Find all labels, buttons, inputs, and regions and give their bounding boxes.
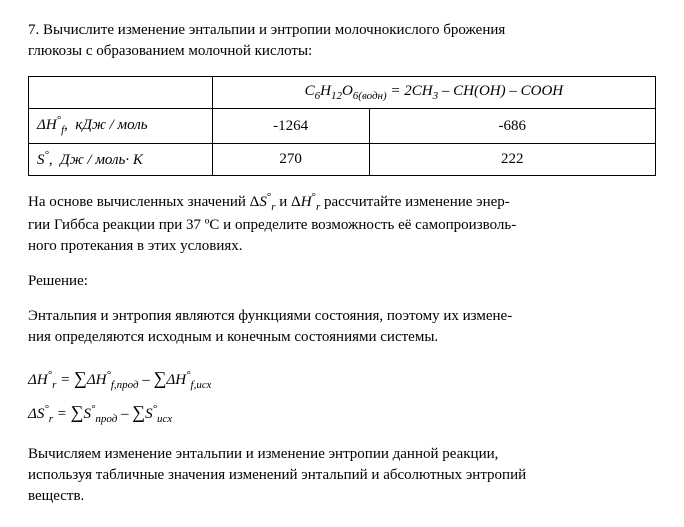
solution-label: Решение: bbox=[28, 271, 656, 292]
enthalpy-row: ΔH°f, кДж / моль -1264 -686 bbox=[29, 109, 656, 143]
problem-number: 7. bbox=[28, 22, 39, 38]
problem-text-2: глюкозы с образованием молочной кислоты: bbox=[28, 43, 312, 59]
enthalpy-val1: -1264 bbox=[212, 109, 369, 143]
delta-s-r: ΔS°r bbox=[250, 194, 276, 210]
at-line2: гии Гиббса реакции при 37 ºС и определит… bbox=[28, 217, 516, 233]
thermo-table: C6H12O6(водн) = 2CH3 – CH(OH) – COOH ΔH°… bbox=[28, 76, 656, 176]
entropy-label: S°, Дж / моль· К bbox=[29, 143, 213, 175]
at-line1-post: рассчитайте изменение энер- bbox=[320, 194, 510, 210]
formula-2: ΔS°r = ∑S°прод – ∑S°исх bbox=[28, 396, 656, 430]
delta-h-r: ΔH°r bbox=[291, 194, 320, 210]
final-line1: Вычисляем изменение энтальпии и изменени… bbox=[28, 446, 498, 462]
entropy-val1: 270 bbox=[212, 143, 369, 175]
exp-line1: Энтальпия и энтропия являются функциями … bbox=[28, 308, 512, 324]
equation-left: C6H12O6(водн) bbox=[305, 83, 387, 99]
formula-block: ΔH°r = ∑ΔH°f,прод – ∑ΔH°f,исх ΔS°r = ∑S°… bbox=[28, 362, 656, 430]
problem-text-1: Вычислите изменение энтальпии и энтропии… bbox=[43, 22, 505, 38]
final-paragraph: Вычисляем изменение энтальпии и изменени… bbox=[28, 444, 656, 507]
entropy-val2: 222 bbox=[369, 143, 655, 175]
formula-1: ΔH°r = ∑ΔH°f,прод – ∑ΔH°f,исх bbox=[28, 362, 656, 396]
exp-line2: ния определяются исходным и конечным сос… bbox=[28, 329, 438, 345]
enthalpy-val2: -686 bbox=[369, 109, 655, 143]
final-line3: веществ. bbox=[28, 488, 84, 504]
entropy-row: S°, Дж / моль· К 270 222 bbox=[29, 143, 656, 175]
explanation-paragraph: Энтальпия и энтропия являются функциями … bbox=[28, 306, 656, 348]
equation-row: C6H12O6(водн) = 2CH3 – CH(OH) – COOH bbox=[29, 77, 656, 109]
after-table-paragraph: На основе вычисленных значений ΔS°r и ΔH… bbox=[28, 190, 656, 257]
problem-statement: 7. Вычислите изменение энтальпии и энтро… bbox=[28, 20, 656, 62]
equation-blank-cell bbox=[29, 77, 213, 109]
reaction-equation-cell: C6H12O6(водн) = 2CH3 – CH(OH) – COOH bbox=[212, 77, 655, 109]
final-line2: используя табличные значения изменений э… bbox=[28, 467, 526, 483]
equation-eq: = bbox=[390, 83, 404, 99]
at-line3: ного протекания в этих условиях. bbox=[28, 238, 243, 254]
equation-right: 2CH3 – CH(OH) – COOH bbox=[404, 83, 563, 99]
at-line1-pre: На основе вычисленных значений bbox=[28, 194, 250, 210]
enthalpy-label: ΔH°f, кДж / моль bbox=[29, 109, 213, 143]
at-line1-mid: и bbox=[276, 194, 292, 210]
